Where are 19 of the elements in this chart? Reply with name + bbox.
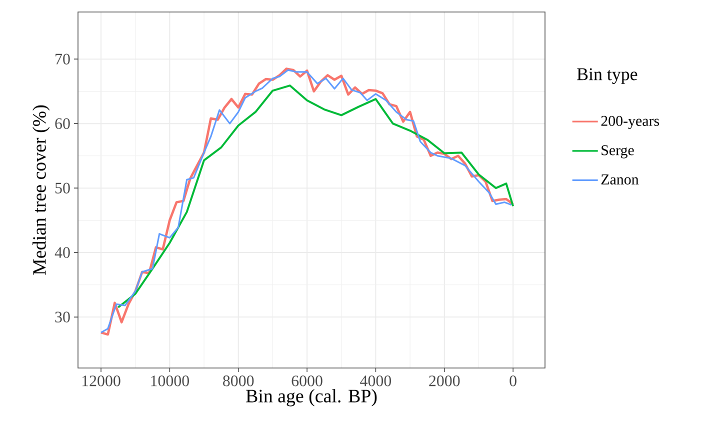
- x-tick-label: 6000: [292, 376, 322, 386]
- x-tick-label: 2000: [429, 376, 460, 386]
- legend-label: 200-years: [601, 116, 660, 130]
- x-tick-label: 12000: [82, 376, 120, 386]
- x-tick-label: 10000: [151, 376, 189, 386]
- legend-title: Bin type: [577, 68, 638, 84]
- line-series: [117, 84, 514, 308]
- y-axis-title: Median tree cover (%): [32, 105, 50, 275]
- y-tick-label: 40: [54, 247, 70, 258]
- x-axis-title: Bin age (cal. BP): [246, 389, 377, 406]
- legend-label: Serge: [602, 145, 634, 158]
- x-tick-label: 8000: [223, 376, 254, 386]
- y-tick-label: 50: [55, 182, 70, 194]
- legend-label: Zanon: [601, 174, 639, 184]
- y-tick-label: 30: [55, 312, 70, 322]
- y-tick-label: 60: [55, 118, 70, 129]
- x-tick-label: 4000: [360, 376, 392, 386]
- y-tick-label: 70: [56, 54, 70, 64]
- x-tick-label: 0: [510, 376, 516, 386]
